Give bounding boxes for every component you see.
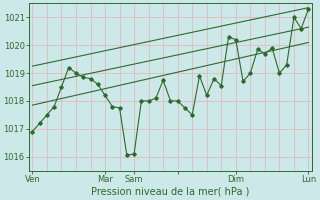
X-axis label: Pression niveau de la mer( hPa ): Pression niveau de la mer( hPa ) bbox=[91, 187, 250, 197]
